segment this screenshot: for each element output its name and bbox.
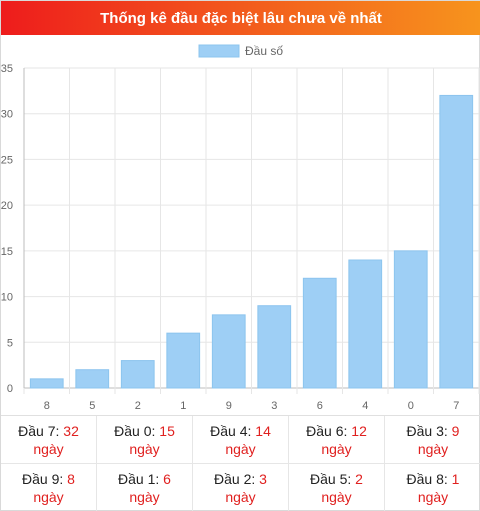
stat-value: 3 bbox=[255, 470, 267, 487]
stat-cell: Đầu 1: 6 ngày bbox=[97, 464, 193, 511]
stat-line: Đầu 5: 2 bbox=[310, 470, 363, 488]
stat-line: Đầu 8: 1 bbox=[407, 470, 460, 488]
stat-unit: ngày bbox=[33, 488, 64, 505]
stat-line: Đầu 4: 14 bbox=[210, 422, 271, 440]
stat-value: 2 bbox=[351, 470, 363, 487]
legend-swatch bbox=[198, 44, 240, 58]
bar bbox=[393, 250, 428, 389]
stat-value: 8 bbox=[63, 470, 75, 487]
bar-chart-svg: Đầu số 0 5 10 15 20 25 30 35 8 5 2 1 9 3 6 4 0 7 bbox=[1, 44, 480, 412]
x-tick-label: 5 bbox=[89, 400, 95, 412]
bar-chart: Đầu số 0 5 10 15 20 25 30 35 8 5 2 1 9 3 6 4 0 7 bbox=[1, 35, 480, 415]
x-tick-label: 9 bbox=[226, 400, 232, 412]
bar bbox=[75, 369, 110, 389]
stat-unit: ngày bbox=[225, 488, 256, 505]
stat-cell: Đầu 4: 14 ngày bbox=[193, 416, 289, 464]
stat-label: Đầu 9: bbox=[22, 470, 64, 487]
stat-label: Đầu 1: bbox=[118, 470, 160, 487]
stat-cell: Đầu 3: 9 ngày bbox=[385, 416, 480, 464]
bar bbox=[439, 94, 474, 389]
bar bbox=[120, 360, 155, 389]
stat-cell: Đầu 0: 15 ngày bbox=[97, 416, 193, 464]
stat-value: 14 bbox=[251, 422, 271, 439]
bar bbox=[348, 259, 383, 389]
x-tick-label: 3 bbox=[271, 400, 277, 412]
stat-value: 15 bbox=[155, 422, 175, 439]
y-tick-label: 30 bbox=[1, 109, 13, 121]
stat-line: Đầu 1: 6 bbox=[118, 470, 171, 488]
stat-value: 12 bbox=[347, 422, 367, 439]
y-tick-label: 20 bbox=[1, 200, 13, 212]
stat-unit: ngày bbox=[129, 488, 160, 505]
stat-unit: ngày bbox=[321, 440, 352, 457]
bar bbox=[29, 378, 64, 389]
stat-line: Đầu 3: 9 bbox=[407, 422, 460, 440]
stat-cell: Đầu 7: 32 ngày bbox=[1, 416, 97, 464]
y-tick-label: 25 bbox=[1, 154, 13, 166]
stat-cell: Đầu 8: 1 ngày bbox=[385, 464, 480, 511]
stat-label: Đầu 7: bbox=[18, 422, 60, 439]
stat-line: Đầu 0: 15 bbox=[114, 422, 175, 440]
stat-unit: ngày bbox=[33, 440, 64, 457]
stat-unit: ngày bbox=[225, 440, 256, 457]
x-tick-label: 8 bbox=[44, 400, 50, 412]
stat-label: Đầu 2: bbox=[214, 470, 256, 487]
stat-cell: Đầu 6: 12 ngày bbox=[289, 416, 385, 464]
y-tick-label: 0 bbox=[7, 383, 13, 395]
x-tick-label: 7 bbox=[453, 400, 459, 412]
stat-cell: Đầu 2: 3 ngày bbox=[193, 464, 289, 511]
x-tick-label: 1 bbox=[180, 400, 186, 412]
y-tick-label: 5 bbox=[7, 337, 13, 349]
stat-line: Đầu 9: 8 bbox=[22, 470, 75, 488]
bar bbox=[211, 314, 246, 389]
stat-label: Đầu 0: bbox=[114, 422, 156, 439]
bar bbox=[257, 305, 292, 389]
panel-header: Thống kê đầu đặc biệt lâu chưa về nhất bbox=[1, 1, 480, 35]
stat-line: Đầu 7: 32 bbox=[18, 422, 79, 440]
stats-grid: Đầu 7: 32 ngày Đầu 0: 15 ngày Đầu 4: 14 ngày Đ… bbox=[1, 415, 480, 511]
stat-label: Đầu 5: bbox=[310, 470, 352, 487]
stat-value: 9 bbox=[447, 422, 460, 439]
stat-line: Đầu 2: 3 bbox=[214, 470, 267, 488]
stat-label: Đầu 6: bbox=[306, 422, 348, 439]
stat-label: Đầu 4: bbox=[210, 422, 252, 439]
stat-value: 32 bbox=[59, 422, 79, 439]
stat-unit: ngày bbox=[321, 488, 352, 505]
x-tick-label: 0 bbox=[408, 400, 414, 412]
stat-label: Đầu 8: bbox=[406, 470, 448, 487]
stat-unit: ngày bbox=[417, 440, 449, 457]
y-tick-label: 10 bbox=[1, 292, 13, 304]
stat-label: Đầu 3: bbox=[406, 422, 448, 439]
stat-cell: Đầu 5: 2 ngày bbox=[289, 464, 385, 511]
y-tick-label: 15 bbox=[1, 246, 13, 258]
stat-unit: ngày bbox=[417, 488, 449, 505]
y-tick-label: 35 bbox=[1, 63, 13, 75]
stat-line: Đầu 6: 12 bbox=[306, 422, 367, 440]
bar bbox=[166, 332, 201, 389]
x-tick-label: 4 bbox=[362, 400, 368, 412]
stat-value: 6 bbox=[159, 470, 171, 487]
bar bbox=[302, 277, 337, 389]
panel-title: Thống kê đầu đặc biệt lâu chưa về nhất bbox=[100, 9, 382, 27]
legend-label: Đầu số bbox=[245, 44, 283, 58]
x-tick-label: 6 bbox=[317, 400, 323, 412]
stat-value: 1 bbox=[447, 470, 460, 487]
x-tick-label: 2 bbox=[135, 400, 141, 412]
stat-unit: ngày bbox=[129, 440, 160, 457]
stat-cell: Đầu 9: 8 ngày bbox=[1, 464, 97, 511]
